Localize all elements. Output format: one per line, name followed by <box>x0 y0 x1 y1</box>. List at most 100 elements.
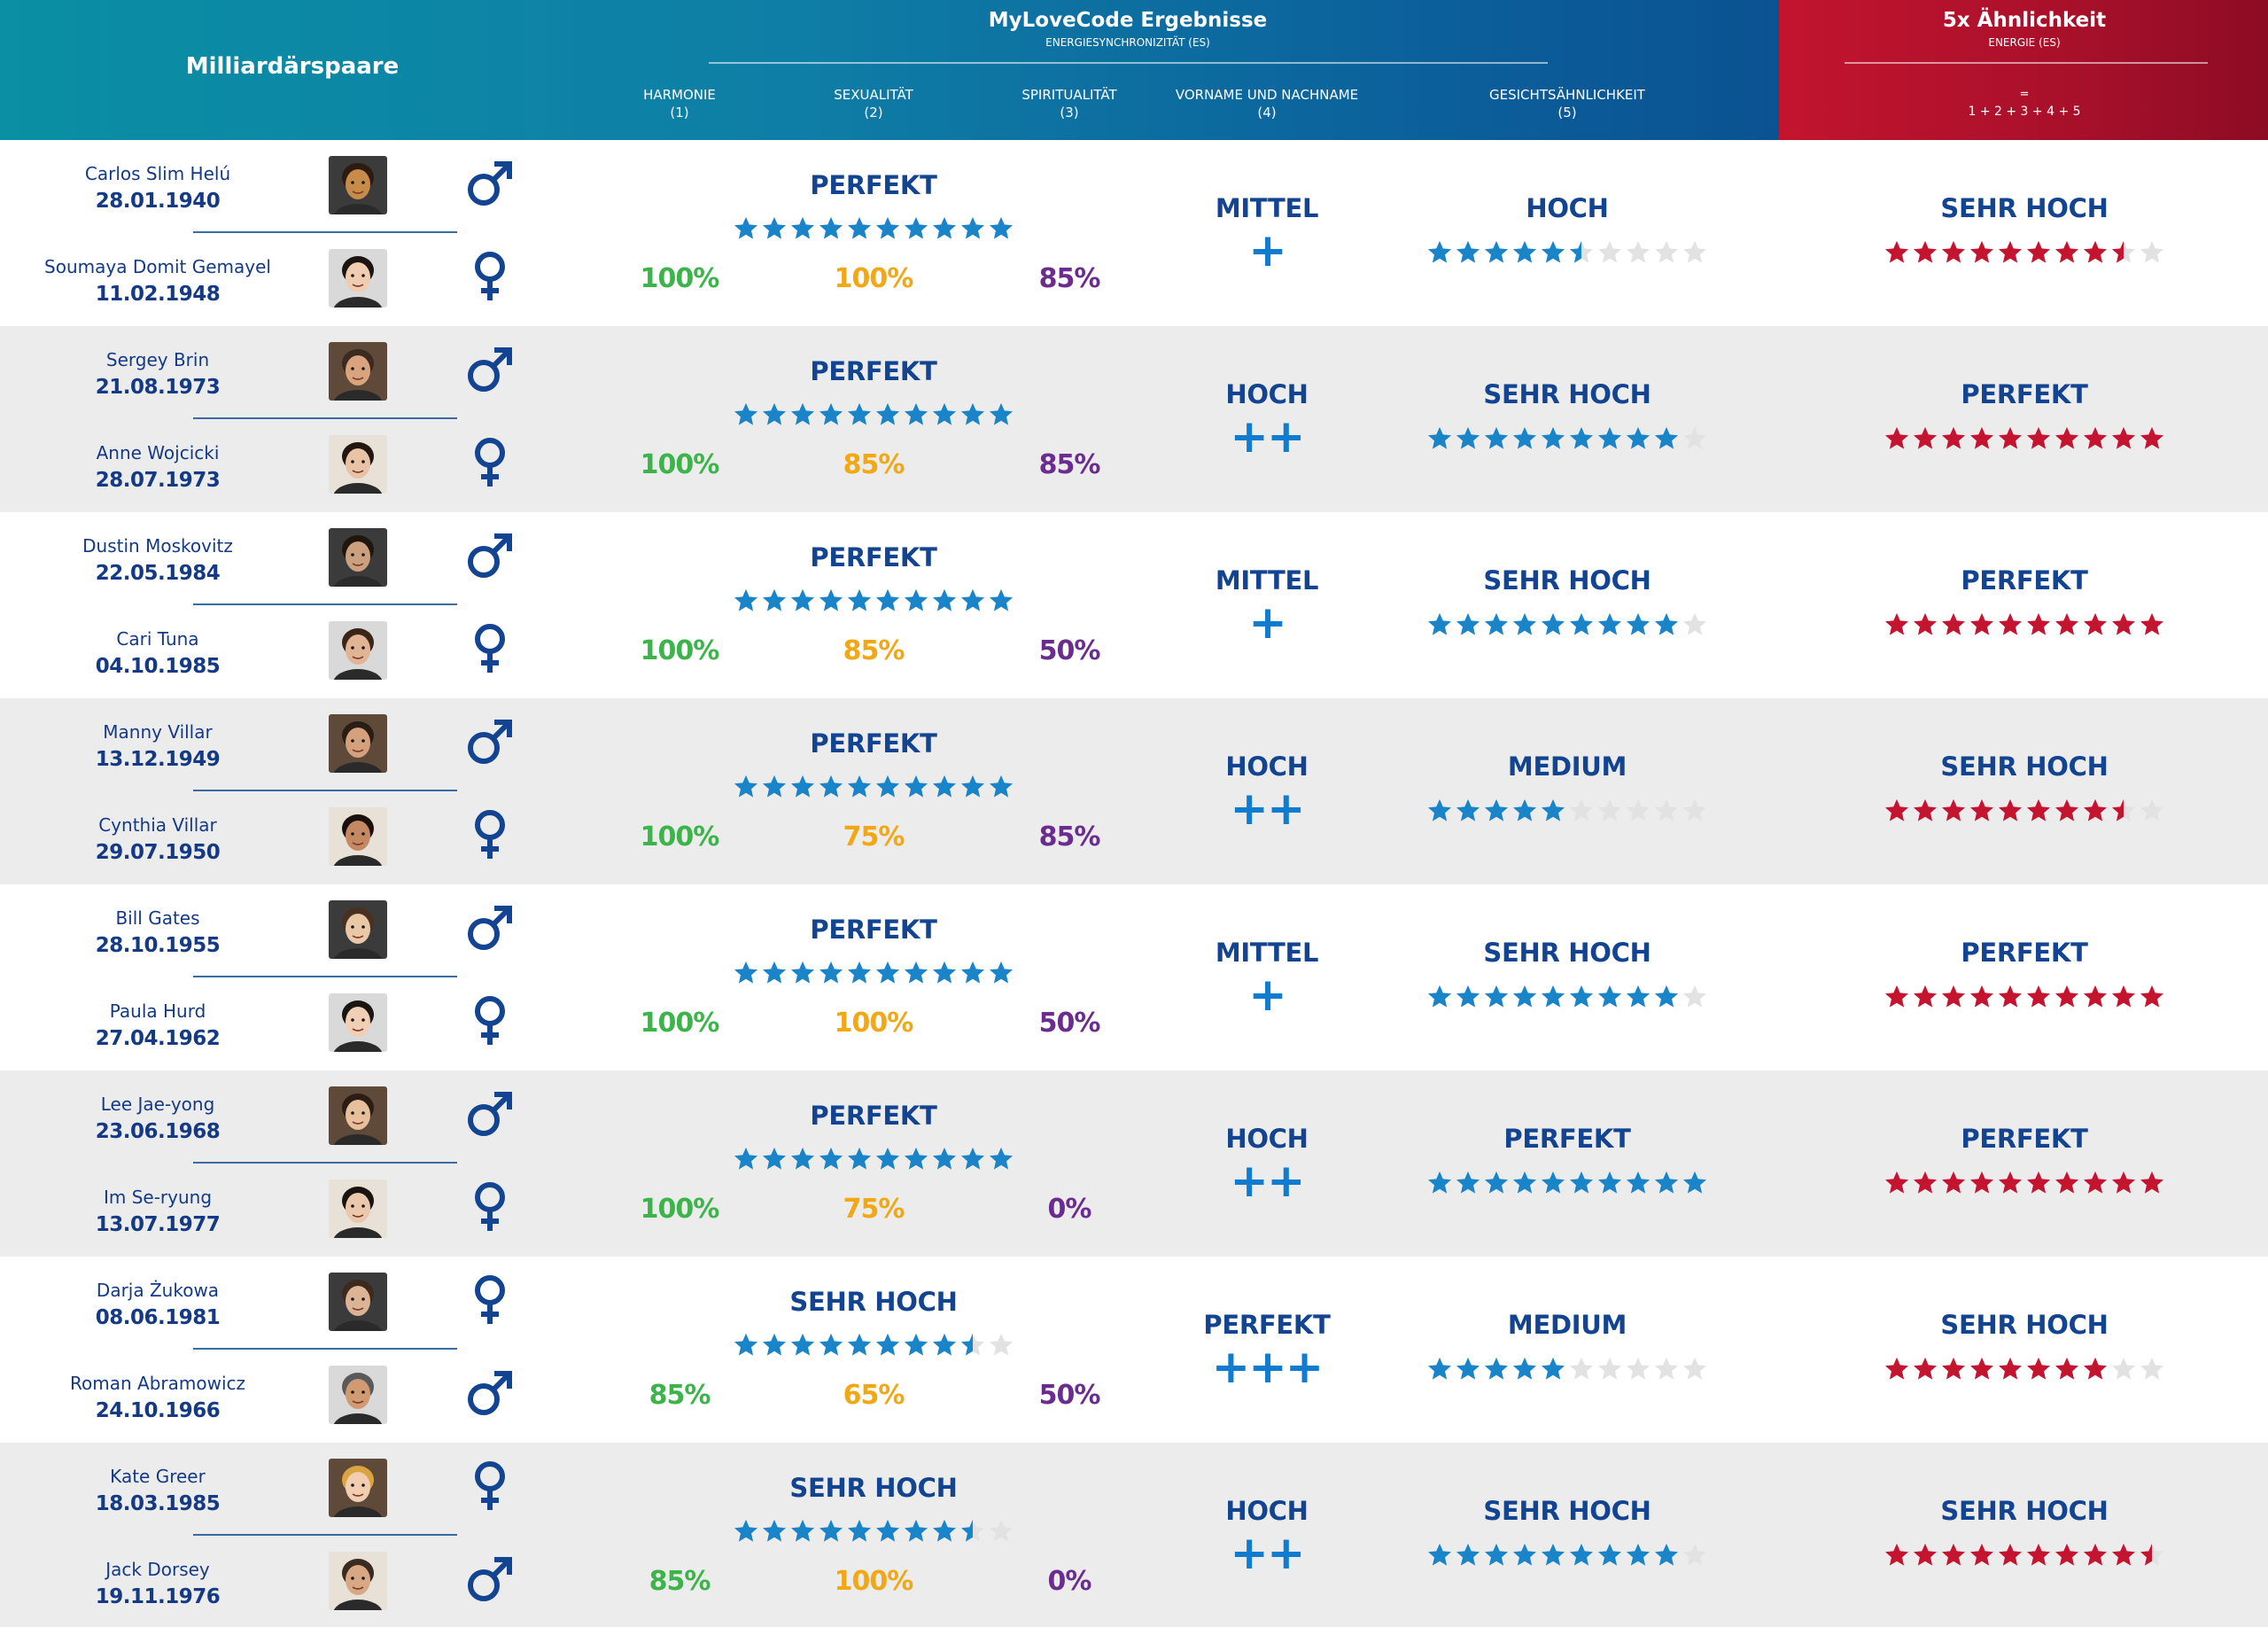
person2-name: Im Se-ryung <box>103 1187 213 1208</box>
name-rating-label: HOCH <box>1225 1124 1309 1154</box>
couple-row: Kate Greer 18.03.1985 Jack Dorsey 19.11.… <box>0 1443 2268 1627</box>
person1-name: Sergey Brin <box>105 349 210 370</box>
star-icon <box>1456 612 1480 635</box>
star-icon <box>2140 1171 2164 1194</box>
person1-photo <box>329 528 387 587</box>
face-rating-label: PERFEKT <box>1503 1124 1631 1154</box>
star-icon <box>2026 798 2051 821</box>
person2-name: Cynthia Villar <box>98 814 217 836</box>
name-plus-rating: ++ <box>1230 782 1305 836</box>
star-icon <box>1654 612 1679 635</box>
star-icon <box>2083 1357 2108 1380</box>
couple-row: Carlos Slim Helú 28.01.1940 Soumaya Domi… <box>0 140 2268 326</box>
star-icon <box>1884 426 1909 449</box>
star-icon <box>819 588 843 611</box>
star-icon <box>1682 798 1707 821</box>
star-icon <box>847 1147 872 1170</box>
star-icon <box>2026 240 2051 263</box>
sexuality-percent: 100% <box>834 1566 914 1597</box>
star-icon <box>1998 1171 2023 1194</box>
star-icon <box>1569 798 1594 821</box>
star-icon <box>1541 1543 1565 1566</box>
star-icon <box>819 961 843 984</box>
person2-photo <box>329 1179 387 1238</box>
star-icon <box>1512 985 1537 1008</box>
person2-photo <box>329 807 387 866</box>
column-header-sexuality: SEXUALITÄT (2) <box>834 87 913 121</box>
star-icon <box>989 1147 1014 1170</box>
person1-name: Bill Gates <box>115 907 200 929</box>
star-icon <box>2111 1543 2136 1566</box>
person2-birthdate: 28.07.1973 <box>95 469 221 492</box>
column-header-name: VORNAME UND NACHNAME (4) <box>1175 87 1359 121</box>
name-rating-label: PERFEKT <box>1203 1310 1331 1340</box>
person2-photo <box>329 249 387 307</box>
star-icon <box>2054 612 2079 635</box>
person1-birthdate: 21.08.1973 <box>95 376 221 399</box>
star-icon <box>2140 612 2164 635</box>
couple-row: Bill Gates 28.10.1955 Paula Hurd 27.04.1… <box>0 884 2268 1070</box>
person1-birthdate: 18.03.1985 <box>95 1492 221 1515</box>
sexuality-percent: 100% <box>834 1008 914 1039</box>
star-icon <box>1884 1171 1909 1194</box>
star-icon <box>1913 612 1938 635</box>
star-icon <box>1597 426 1622 449</box>
star-icon <box>989 961 1014 984</box>
female-symbol-icon <box>462 1179 517 1234</box>
star-icon <box>2140 1543 2164 1566</box>
total-star-rating <box>1884 1170 2165 1195</box>
star-icon <box>734 1147 758 1170</box>
spirituality-percent: 50% <box>1038 1008 1101 1039</box>
star-icon <box>790 588 815 611</box>
sexuality-percent: 100% <box>834 263 914 294</box>
face-rating-label: SEHR HOCH <box>1483 379 1651 409</box>
spirituality-percent: 50% <box>1038 635 1101 666</box>
person1-birthdate: 22.05.1984 <box>95 562 221 585</box>
star-icon <box>960 216 985 239</box>
star-icon <box>1682 240 1707 263</box>
star-icon <box>2083 426 2108 449</box>
star-icon <box>1682 426 1707 449</box>
star-icon <box>1913 1357 1938 1380</box>
star-icon <box>1969 240 1994 263</box>
face-star-rating <box>1427 1170 1708 1195</box>
male-symbol-icon <box>462 1366 517 1421</box>
star-icon <box>762 1147 787 1170</box>
star-icon <box>2026 1171 2051 1194</box>
star-icon <box>960 961 985 984</box>
name-plus-rating: ++ <box>1230 410 1305 463</box>
star-icon <box>989 1519 1014 1542</box>
star-icon <box>932 216 957 239</box>
star-icon <box>1941 985 1966 1008</box>
face-star-rating <box>1427 798 1708 823</box>
star-icon <box>932 588 957 611</box>
star-icon <box>960 775 985 798</box>
star-icon <box>904 216 928 239</box>
star-icon <box>847 961 872 984</box>
face-star-rating <box>1427 1542 1708 1568</box>
total-star-rating <box>1884 239 2165 265</box>
face-star-rating <box>1427 425 1708 451</box>
spirituality-percent: 0% <box>1047 1566 1092 1597</box>
star-icon <box>1569 1171 1594 1194</box>
total-star-rating <box>1884 798 2165 823</box>
face-star-rating <box>1427 239 1708 265</box>
star-icon <box>1541 1171 1565 1194</box>
couple-separator <box>193 1534 457 1536</box>
star-icon <box>1541 426 1565 449</box>
face-rating-label: SEHR HOCH <box>1483 938 1651 968</box>
name-rating-label: HOCH <box>1225 1496 1309 1526</box>
es-rating-label: PERFEKT <box>810 542 937 572</box>
star-icon <box>762 216 787 239</box>
star-icon <box>762 1333 787 1356</box>
star-icon <box>2026 1357 2051 1380</box>
star-icon <box>2054 798 2079 821</box>
es-star-rating <box>734 960 1014 985</box>
couple-separator <box>193 603 457 605</box>
star-icon <box>932 775 957 798</box>
star-icon <box>1654 240 1679 263</box>
person1-name: Kate Greer <box>110 1466 206 1487</box>
star-icon <box>2026 612 2051 635</box>
star-icon <box>1597 985 1622 1008</box>
star-icon <box>932 402 957 425</box>
